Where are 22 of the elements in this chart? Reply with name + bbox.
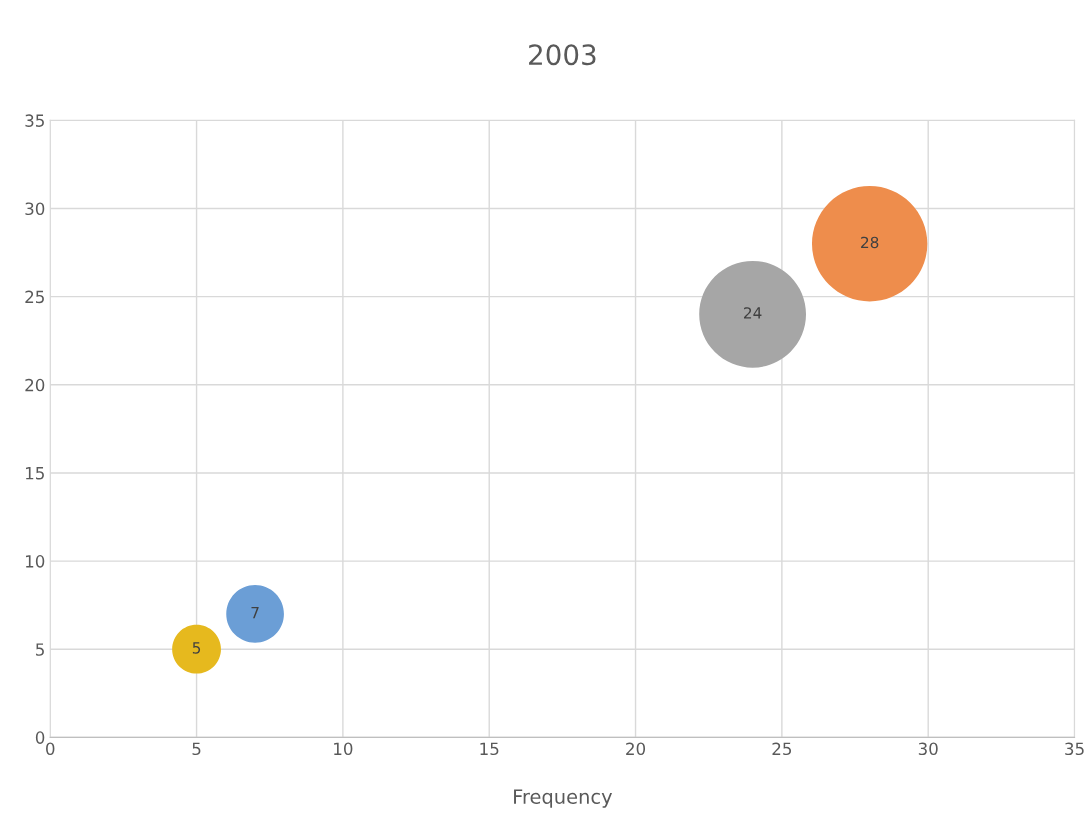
x-tick-label: 20 [626,742,646,756]
x-tick-label: 5 [192,742,201,756]
x-tick-label: 35 [1065,742,1084,756]
y-tick-label: 25 [25,290,44,304]
y-tick-label: 35 [25,114,44,127]
x-tick-label: 0 [46,742,55,756]
data-label: 7 [251,607,259,619]
data-label: 5 [192,642,201,654]
data-label: 28 [861,236,879,249]
chart-title: 2003 [529,44,596,66]
x-tick-label: 10 [334,742,353,756]
x-tick-label: 25 [772,742,792,756]
y-tick-label: 15 [25,467,44,480]
y-tick-label: 10 [25,555,45,568]
x-tick-label: 15 [480,742,499,756]
y-tick-label: 0 [35,731,45,744]
x-tick-label: 30 [918,742,938,756]
y-tick-label: 20 [25,378,45,392]
y-tick-label: 30 [25,202,45,216]
data-label: 24 [744,307,762,319]
x-axis-title: Frequency [514,789,613,808]
y-tick-label: 5 [36,643,44,656]
